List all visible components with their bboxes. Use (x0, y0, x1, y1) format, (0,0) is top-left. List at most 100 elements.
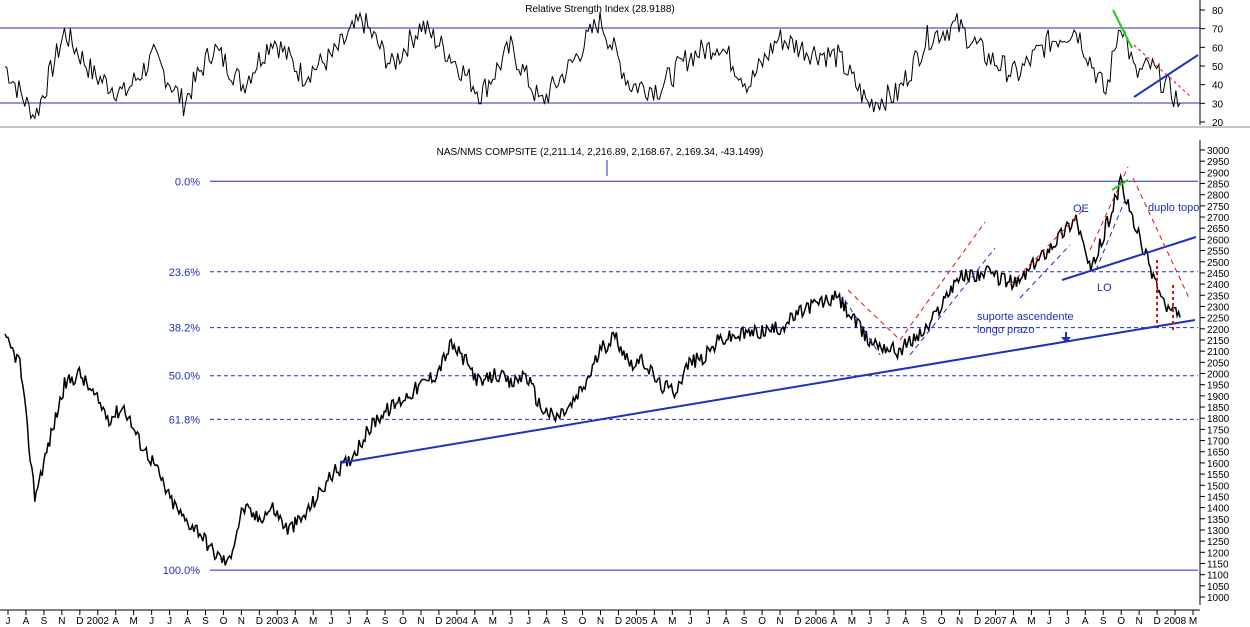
price-y-tick-label: 1200 (1207, 548, 1230, 559)
x-tick-label: A (23, 616, 30, 627)
price-y-tick-label: 1650 (1207, 448, 1230, 459)
x-tick-label: A (902, 616, 909, 627)
x-tick-label: A (831, 616, 838, 627)
price-y-tick-label: 1100 (1207, 571, 1229, 582)
x-tick-label: A (364, 616, 371, 627)
x-tick-label: 2002 (87, 616, 110, 627)
price-y-tick-label: 1750 (1207, 425, 1230, 436)
price-y-tick-label: 1850 (1207, 403, 1230, 414)
x-tick-label: D (974, 616, 981, 627)
x-tick-label: N (776, 616, 783, 627)
x-tick-label: D (615, 616, 622, 627)
blue-channel-3 (1019, 244, 1071, 299)
price-y-tick-label: 3000 (1207, 146, 1230, 157)
x-tick-label: J (688, 616, 693, 627)
x-tick-label: O (758, 616, 766, 627)
price-y-tick-label: 2350 (1207, 291, 1230, 302)
green-top-line (1111, 179, 1129, 191)
x-tick-label: J (706, 616, 711, 627)
x-tick-label: A (651, 616, 658, 627)
price-y-tick-label: 2550 (1207, 247, 1230, 258)
x-tick-label: J (508, 616, 513, 627)
fibonacci-levels: 0.0% 23.6% 38.2% 50.0% 61.8% 100.0% (163, 176, 1198, 577)
price-y-tick-label: 2400 (1207, 280, 1230, 291)
price-y-tick-label: 1500 (1207, 481, 1230, 492)
rsi-panel: Relative Strength Index (28.9188) 80 70 60… (0, 0, 1224, 129)
price-y-tick-label: 2900 (1207, 168, 1230, 179)
x-tick-label: S (741, 616, 748, 627)
x-tick-label: A (543, 616, 550, 627)
x-tick-label: A (112, 616, 119, 627)
x-tick-label: D (435, 616, 442, 627)
annotation-double-top: duplo topo (1148, 202, 1199, 214)
price-y-tick-label: 1450 (1207, 492, 1230, 503)
x-tick-label: A (184, 616, 191, 627)
x-tick-label: N (58, 616, 65, 627)
price-y-tick-label: 2450 (1207, 269, 1230, 280)
price-y-tick-label: 1000 (1207, 593, 1230, 604)
x-tick-label: J (167, 616, 172, 627)
price-y-tick-label: 2650 (1207, 224, 1230, 235)
x-tick-label: 2007 (984, 616, 1007, 627)
blue-channel-4 (1095, 199, 1126, 271)
annotation-support-line1: suporte ascendente (977, 311, 1074, 323)
x-tick-label: N (238, 616, 245, 627)
rsi-y-tick-label: 20 (1212, 118, 1224, 129)
x-tick-label: J (885, 616, 890, 627)
price-y-tick-label: 1950 (1207, 381, 1230, 392)
price-y-tick-label: 2800 (1207, 191, 1230, 202)
rsi-y-tick-label: 30 (1212, 99, 1224, 110)
price-y-tick-label: 1800 (1207, 414, 1230, 425)
price-y-tick-label: 1400 (1207, 504, 1230, 515)
price-y-tick-label: 2700 (1207, 213, 1230, 224)
rsi-y-tick-label: 50 (1212, 62, 1224, 73)
blue-channel-2 (909, 247, 996, 356)
red-channel-1 (847, 289, 901, 341)
x-tick-label: M (130, 616, 138, 627)
x-tick-label: N (1136, 616, 1143, 627)
fibonacci-label: 100.0% (163, 565, 201, 577)
x-tick-label: M (668, 616, 676, 627)
x-tick-label: N (597, 616, 604, 627)
x-tick-label: M (1027, 616, 1035, 627)
long-term-support-line (339, 319, 1196, 464)
price-y-tick-label: 2850 (1207, 180, 1230, 191)
price-panel: NAS/NMS COMPSITE (2,211.14, 2,216.89, 2,… (0, 140, 1230, 627)
x-tick-label: N (417, 616, 424, 627)
x-tick-label: D (76, 616, 83, 627)
x-tick-label: O (399, 616, 407, 627)
nasdaq-price-line (4, 172, 1181, 566)
price-y-tick-label: 1250 (1207, 537, 1230, 548)
x-tick-label: 2006 (805, 616, 828, 627)
price-y-tick-label: 2750 (1207, 202, 1230, 213)
price-y-tick-label: 2500 (1207, 258, 1230, 269)
price-title: NAS/NMS COMPSITE (2,211.14, 2,216.89, 2,… (437, 147, 764, 158)
blue-channel-1 (844, 299, 881, 356)
x-tick-label: A (723, 616, 730, 627)
x-tick-label: O (938, 616, 946, 627)
price-y-tick-label: 2950 (1207, 157, 1230, 168)
x-tick-label: S (1100, 616, 1107, 627)
rsi-y-tick-label: 60 (1212, 43, 1224, 54)
x-tick-label: J (6, 616, 11, 627)
x-tick-label: O (1117, 616, 1125, 627)
x-tick-label: S (920, 616, 927, 627)
x-tick-label: M (1189, 616, 1197, 627)
price-y-tick-label: 1150 (1207, 559, 1229, 570)
x-tick-label: J (526, 616, 531, 627)
price-y-tick-label: 1600 (1207, 459, 1230, 470)
price-y-tick-label: 2200 (1207, 325, 1230, 336)
x-tick-label: 2008 (1164, 616, 1187, 627)
price-y-tick-label: 2300 (1207, 302, 1230, 313)
x-tick-label: J (347, 616, 352, 627)
rsi-green-trend-line (1112, 9, 1133, 49)
x-tick-label: D (794, 616, 801, 627)
annotation-oe: OE (1073, 203, 1089, 215)
x-tick-label: O (579, 616, 587, 627)
rsi-title: Relative Strength Index (28.9188) (525, 4, 675, 15)
x-tick-label: 2004 (446, 616, 469, 627)
price-y-tick-label: 1700 (1207, 437, 1230, 448)
x-tick-label: 2005 (625, 616, 648, 627)
price-y-tick-label: 1050 (1207, 582, 1230, 593)
